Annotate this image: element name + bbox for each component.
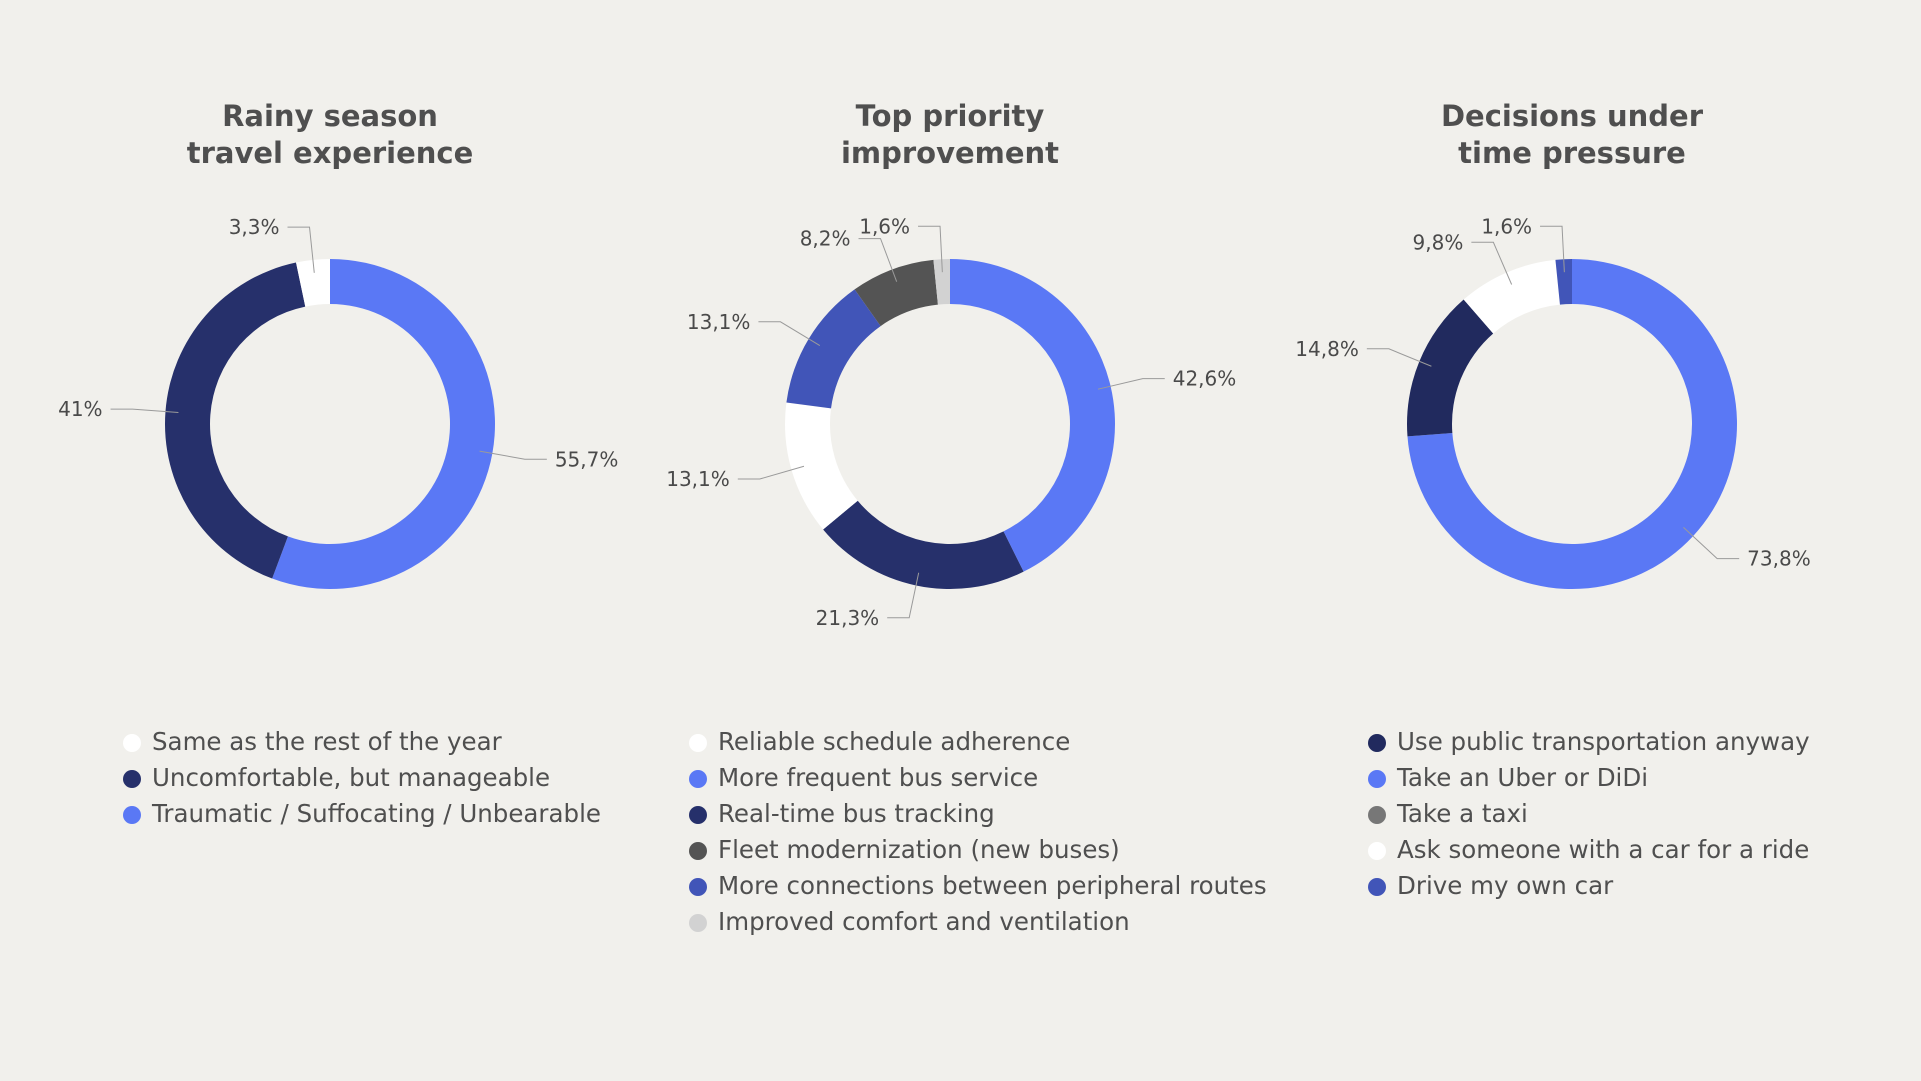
legend-label: Ask someone with a car for a ride xyxy=(1397,835,1810,864)
legend-item: Real-time bus tracking xyxy=(689,796,1267,832)
legend-label: Fleet modernization (new buses) xyxy=(718,835,1120,864)
chart-legend: Same as the rest of the year Uncomfortabl… xyxy=(123,724,601,832)
leader-line xyxy=(858,238,898,282)
legend-label: More frequent bus service xyxy=(718,763,1039,792)
percent-label: 14,8% xyxy=(1295,337,1359,361)
leader-line xyxy=(1471,241,1513,285)
legend-label: Uncomfortable, but manageable xyxy=(152,763,551,792)
legend-label: Improved comfort and ventilation xyxy=(718,907,1130,936)
leader-line xyxy=(1683,526,1740,560)
percent-label: 21,3% xyxy=(816,606,880,630)
leader-line xyxy=(1540,225,1565,273)
donut-slice-fleet-modernization-new-buses xyxy=(854,259,938,327)
legend-dot xyxy=(689,806,707,824)
legend-label: More connections between peripheral rout… xyxy=(718,871,1267,900)
legend-dot xyxy=(123,734,141,752)
legend-label: Use public transportation anyway xyxy=(1397,727,1810,756)
legend-dot xyxy=(689,734,707,752)
leader-line xyxy=(1097,378,1165,390)
donut-slice-ask-someone-with-a-car-for-a-ride xyxy=(1463,259,1560,334)
percent-label: 73,8% xyxy=(1747,547,1811,571)
legend-item: Use public transportation anyway xyxy=(1368,724,1810,760)
donut-chart: 73,8% 14,8% 9,8% 1,6% xyxy=(1295,214,1811,589)
leader-line xyxy=(918,225,943,273)
legend-label: Real-time bus tracking xyxy=(718,799,995,828)
legend-dot xyxy=(689,914,707,932)
chart-title: Top priority improvement xyxy=(840,99,1060,170)
legend-dot xyxy=(123,770,141,788)
donut-slice-improved-comfort-and-ventilation xyxy=(933,259,950,305)
donut-slice-drive-my-own-car xyxy=(1555,259,1572,305)
leader-line xyxy=(737,465,805,480)
legend-label: Traumatic / Suffocating / Unbearable xyxy=(152,799,601,828)
percent-label: 9,8% xyxy=(1413,230,1464,254)
chart-title: Decisions under time pressure xyxy=(1440,99,1704,170)
percent-label: 3,3% xyxy=(229,215,280,239)
donut-slice-real-time-bus-tracking xyxy=(823,500,1024,589)
donut-slice-more-frequent-bus-service xyxy=(950,259,1115,572)
donut-slice-more-connections-between-peripheral-routes xyxy=(786,289,881,409)
chart-title: Rainy season travel experience xyxy=(186,99,474,170)
legend-dot xyxy=(689,842,707,860)
chart-panel-time-pressure: Decisions under time pressure 73,8% 14,8%… xyxy=(1252,0,1892,1081)
legend-label: Take an Uber or DiDi xyxy=(1397,763,1649,792)
percent-label: 55,7% xyxy=(555,447,619,471)
leader-line xyxy=(1366,348,1432,367)
legend-dot xyxy=(1368,806,1386,824)
chart-panel-rainy-season: Rainy season travel experience 55,7% 41% 3… xyxy=(10,0,650,1081)
legend-item: Same as the rest of the year xyxy=(123,724,601,760)
legend-item: Ask someone with a car for a ride xyxy=(1368,832,1810,868)
legend-dot xyxy=(1368,878,1386,896)
chart-legend: Reliable schedule adherence More frequent… xyxy=(689,724,1267,940)
legend-item: Take an Uber or DiDi xyxy=(1368,760,1810,796)
donut-slice-uncomfortable-but-manageable xyxy=(164,262,306,579)
legend-label: Drive my own car xyxy=(1397,871,1614,900)
donut-chart: 42,6% 21,3% 13,1% 13,1% 8,2% 1,6% xyxy=(666,214,1237,630)
percent-label: 13,1% xyxy=(666,467,730,491)
percent-label: 1,6% xyxy=(859,214,910,238)
legend-item: Improved comfort and ventilation xyxy=(689,904,1267,940)
leader-line xyxy=(758,321,821,346)
percent-label: 1,6% xyxy=(1481,214,1532,238)
legend-label: Same as the rest of the year xyxy=(152,727,502,756)
percent-label: 41% xyxy=(58,397,102,421)
legend-label: Reliable schedule adherence xyxy=(718,727,1071,756)
legend-label: Take a taxi xyxy=(1397,799,1528,828)
legend-dot xyxy=(1368,770,1386,788)
legend-item: Reliable schedule adherence xyxy=(689,724,1267,760)
legend-item: Take a taxi xyxy=(1368,796,1810,832)
legend-dot xyxy=(1368,842,1386,860)
donut-slice-use-public-transportation-anyway xyxy=(1407,299,1494,437)
legend-dot xyxy=(123,806,141,824)
legend-item: More connections between peripheral rout… xyxy=(689,868,1267,904)
legend-item: Fleet modernization (new buses) xyxy=(689,832,1267,868)
percent-label: 13,1% xyxy=(687,310,751,334)
donut-slice-same-as-the-rest-of-the-year xyxy=(296,259,330,307)
legend-item: More frequent bus service xyxy=(689,760,1267,796)
legend-item: Drive my own car xyxy=(1368,868,1810,904)
donut-chart: 55,7% 41% 3,3% xyxy=(58,215,619,589)
legend-item: Traumatic / Suffocating / Unbearable xyxy=(123,796,601,832)
donut-slice-traumatic-suffocating-unbearable xyxy=(272,259,495,589)
percent-label: 8,2% xyxy=(800,227,851,251)
donut-slice-reliable-schedule-adherence xyxy=(785,402,858,530)
legend-dot xyxy=(689,770,707,788)
leader-line xyxy=(887,572,920,619)
legend-dot xyxy=(689,878,707,896)
chart-panel-top-priority: Top priority improvement 42,6% 21,3% 13,1%… xyxy=(630,0,1270,1081)
percent-label: 42,6% xyxy=(1173,367,1237,391)
leader-line xyxy=(287,226,315,273)
legend-dot xyxy=(1368,734,1386,752)
chart-legend: Use public transportation anyway Take an … xyxy=(1368,724,1810,904)
legend-item: Uncomfortable, but manageable xyxy=(123,760,601,796)
leader-line xyxy=(110,408,179,414)
leader-line xyxy=(479,450,547,460)
